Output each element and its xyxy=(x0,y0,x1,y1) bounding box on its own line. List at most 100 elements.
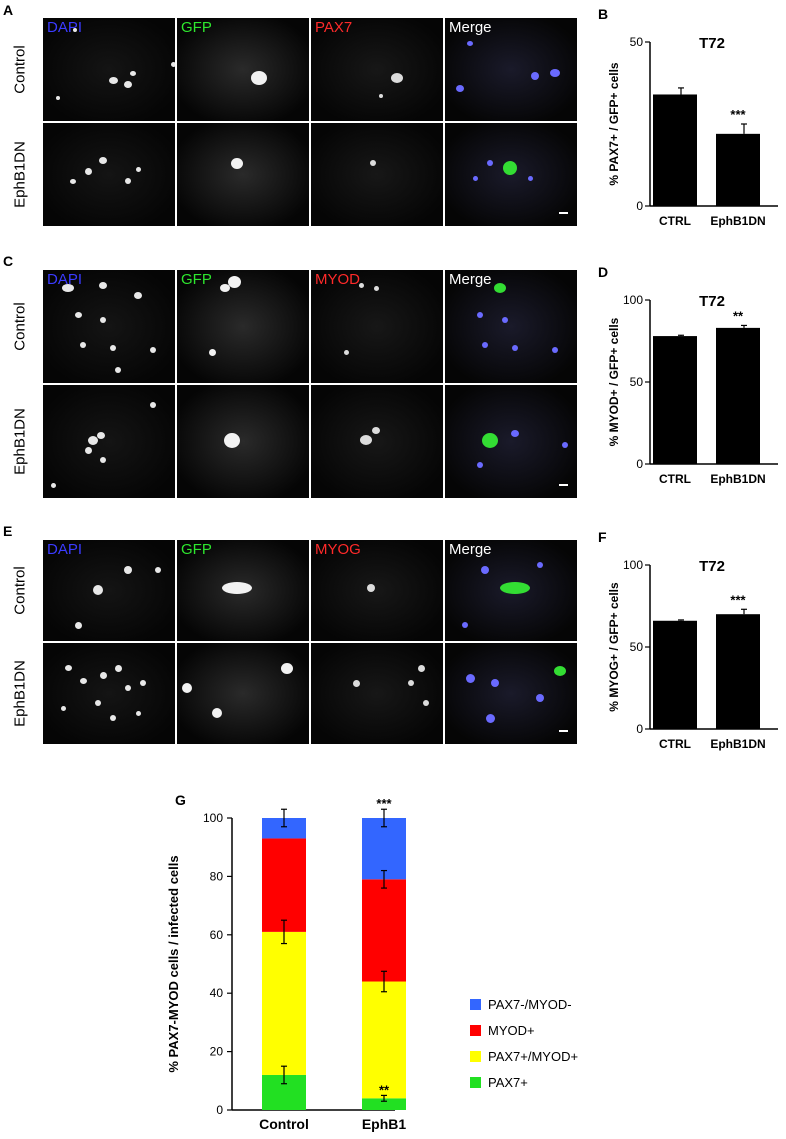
nucleus xyxy=(343,349,349,355)
chart-d-svg: T72 % MYOD+ / GFP+ cells 0 50 100 CTRL EphB1DN… xyxy=(607,293,778,486)
nucleus xyxy=(73,28,77,32)
y-axis-label: % MYOD+ / GFP+ cells xyxy=(607,317,621,446)
y-axis-label: % MYOG+ / GFP+ cells xyxy=(607,582,621,712)
nucleus xyxy=(135,166,141,172)
significance-marker: *** xyxy=(730,107,746,122)
nucleus xyxy=(110,715,116,721)
bar-ephb1dn xyxy=(716,614,760,729)
nucleus xyxy=(130,70,136,76)
nucleus xyxy=(372,426,380,434)
chart-g-svg: % PAX7-MYOD cells / infected cells 0 20 40 6… xyxy=(166,796,407,1139)
y-axis-label: % PAX7-MYOD cells / infected cells xyxy=(166,855,181,1072)
nucleus xyxy=(135,710,141,716)
x-tick-label: CTRL xyxy=(659,472,691,486)
micrograph-merge-ephb1dn xyxy=(445,123,577,226)
nucleus xyxy=(150,402,156,408)
nucleus xyxy=(110,345,116,351)
nucleus xyxy=(125,178,131,184)
micrograph-dapi-control: DAPI xyxy=(43,270,175,383)
y-tick-label: 20 xyxy=(210,1045,224,1059)
panel-letter-c: C xyxy=(3,253,14,269)
nucleus xyxy=(60,705,66,711)
chart-title: T72 xyxy=(699,35,725,52)
y-axis-label: % PAX7+ / GFP+ cells xyxy=(607,62,621,185)
channel-label-merge: Merge xyxy=(449,19,492,36)
y-tick-label: 50 xyxy=(630,640,644,654)
channel-label-gfp: GFP xyxy=(181,541,212,558)
micrograph-myod-ephb1dn xyxy=(311,385,443,498)
nucleus xyxy=(100,457,106,463)
y-tick-label: 100 xyxy=(623,293,643,307)
nucleus xyxy=(467,40,473,46)
bar-ephb1dn xyxy=(716,133,760,206)
channel-label-gfp: GFP xyxy=(181,19,212,36)
segment-pax7-myod- xyxy=(362,981,406,1099)
nucleus xyxy=(88,435,98,445)
panel-letter-f: F xyxy=(598,529,607,545)
micrograph-merge-ephb1dn xyxy=(445,385,577,498)
nucleus xyxy=(552,347,558,353)
segment-pax7-myod- xyxy=(262,818,306,839)
panel-letter-d: D xyxy=(598,264,609,280)
nucleus xyxy=(182,683,192,693)
micrograph-merge-control: Merge xyxy=(445,270,577,383)
micrograph-pax7-control: PAX7 xyxy=(311,18,443,121)
row-label-control: Control xyxy=(11,301,29,351)
nucleus xyxy=(373,285,379,291)
legend-item: PAX7+ xyxy=(470,1072,528,1092)
x-tick-label-line: EphB1 xyxy=(362,1116,407,1132)
chart-title: T72 xyxy=(699,293,725,310)
nucleus xyxy=(62,284,74,292)
nucleus xyxy=(500,582,530,594)
nucleus xyxy=(417,664,425,672)
panel-letter-a: A xyxy=(3,2,14,18)
nucleus xyxy=(379,94,383,98)
nucleus xyxy=(134,291,142,299)
scale-bar xyxy=(559,484,568,486)
nucleus xyxy=(227,276,241,288)
nucleus xyxy=(70,178,76,184)
chart-g: G % PAX7-MYOD cells / infected cells 0 20 4… xyxy=(160,790,580,1139)
chart-d: D T72 % MYOD+ / GFP+ cells 0 50 100 CTRL EphB1… xyxy=(598,258,786,503)
bar-ctrl xyxy=(653,620,697,729)
nucleus xyxy=(50,482,56,488)
segment-myod- xyxy=(362,879,406,982)
panel-letter-g: G xyxy=(175,792,186,808)
y-tick-label: 0 xyxy=(636,457,643,471)
nucleus xyxy=(251,71,267,85)
legend-swatch xyxy=(470,998,481,1010)
channel-label-merge: Merge xyxy=(449,271,492,288)
nucleus xyxy=(487,160,493,166)
nucleus xyxy=(97,431,105,439)
channel-label-myod: MYOD xyxy=(315,271,360,288)
bar-ctrl xyxy=(653,94,697,206)
chart-b-svg: T72 % PAX7+ / GFP+ cells 0 50 CTRL EphB1DN *** xyxy=(607,35,778,228)
x-tick-label: CTRL xyxy=(659,737,691,751)
y-tick-label: 100 xyxy=(623,558,643,572)
nucleus xyxy=(562,442,568,448)
scale-bar xyxy=(559,212,568,214)
nucleus xyxy=(391,73,403,83)
significance-marker: *** xyxy=(730,592,746,607)
y-tick-label: 50 xyxy=(630,375,644,389)
nucleus xyxy=(554,666,566,676)
nucleus xyxy=(408,680,414,686)
x-tick-label: Control xyxy=(259,1116,309,1132)
nucleus xyxy=(208,348,216,356)
nucleus xyxy=(212,708,222,718)
micrograph-merge-control: Merge xyxy=(445,18,577,121)
y-tick-label: 50 xyxy=(630,35,644,49)
bar-ephb1dn xyxy=(716,327,760,464)
nucleus xyxy=(99,281,107,289)
nucleus xyxy=(124,80,132,88)
nucleus xyxy=(231,157,243,169)
bar-ctrl xyxy=(653,336,697,464)
nucleus xyxy=(222,582,252,594)
nucleus xyxy=(95,700,101,706)
row-label-control: Control xyxy=(11,565,29,615)
nucleus xyxy=(360,435,372,445)
chart-g-legend: PAX7-/MYOD- MYOD+ PAX7+/MYOD+ PAX7+ xyxy=(470,994,630,1104)
nucleus xyxy=(536,694,544,702)
micrograph-dapi-control: DAPI xyxy=(43,18,175,121)
segment-pax7- xyxy=(362,1098,406,1110)
